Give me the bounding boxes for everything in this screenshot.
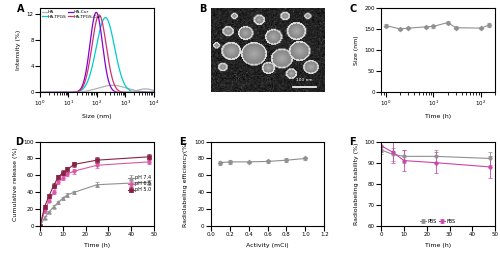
HA-TPGS	[37, 91, 43, 94]
Line: HA-TPGS: HA-TPGS	[40, 18, 154, 93]
HA-Cur	[93, 11, 99, 14]
HA-TPGS-Cur	[148, 91, 154, 94]
HA-TPGS-Cur	[50, 91, 56, 94]
HA	[136, 90, 142, 93]
Text: 100 nm: 100 nm	[296, 78, 312, 82]
Text: E: E	[179, 137, 186, 147]
HA-TPGS	[102, 16, 108, 19]
HA-TPGS-Cur	[86, 65, 91, 68]
HA	[110, 84, 116, 87]
X-axis label: Time (h): Time (h)	[425, 114, 451, 119]
HA-TPGS-Cur	[56, 91, 62, 94]
Legend: pH 7.4, pH 6.5, pH 5.0: pH 7.4, pH 6.5, pH 5.0	[128, 176, 152, 192]
Legend: PBS, FBS: PBS, FBS	[420, 219, 456, 224]
HA	[50, 91, 56, 94]
HA	[37, 91, 43, 94]
Y-axis label: Intensity (%): Intensity (%)	[16, 30, 21, 70]
HA-TPGS	[136, 91, 142, 94]
HA-Cur	[86, 53, 91, 56]
X-axis label: Size (nm): Size (nm)	[82, 114, 112, 119]
Text: C: C	[350, 4, 356, 14]
HA-Cur	[80, 80, 86, 83]
HA	[148, 91, 154, 94]
HA-TPGS-Cur	[96, 14, 102, 17]
X-axis label: Activity (mCi): Activity (mCi)	[246, 243, 289, 248]
HA	[80, 90, 86, 93]
HA-Cur	[151, 91, 157, 94]
HA-TPGS-Cur	[80, 84, 86, 87]
HA-Cur	[136, 91, 142, 94]
Text: D: D	[15, 137, 23, 147]
Y-axis label: Cumulative release (%): Cumulative release (%)	[12, 147, 18, 221]
HA-Cur	[148, 91, 154, 94]
HA-TPGS	[50, 91, 56, 94]
HA	[151, 91, 157, 94]
Text: B: B	[199, 4, 206, 14]
HA	[56, 91, 62, 94]
Text: F: F	[350, 137, 356, 147]
Line: HA-Cur: HA-Cur	[40, 12, 154, 93]
HA-Cur	[50, 91, 56, 94]
HA-TPGS-Cur	[136, 91, 142, 94]
HA-TPGS	[151, 91, 157, 94]
HA-Cur	[56, 91, 62, 94]
HA-TPGS	[80, 87, 86, 90]
X-axis label: Time (h): Time (h)	[84, 243, 110, 248]
HA	[86, 89, 91, 92]
Y-axis label: Radiolabeling stability (%): Radiolabeling stability (%)	[354, 143, 359, 225]
X-axis label: Time (h): Time (h)	[425, 243, 451, 248]
Text: A: A	[17, 4, 25, 14]
HA-TPGS-Cur	[37, 91, 43, 94]
Y-axis label: Size (nm): Size (nm)	[354, 35, 359, 65]
HA-TPGS	[148, 91, 154, 94]
HA-TPGS	[86, 77, 91, 81]
HA-Cur	[37, 91, 43, 94]
Legend: HA, HA-TPGS, HA-Cur, HA-TPGS-Cur: HA, HA-TPGS, HA-Cur, HA-TPGS-Cur	[42, 10, 102, 19]
Line: HA: HA	[40, 85, 154, 93]
HA-TPGS	[56, 91, 62, 94]
HA-TPGS-Cur	[151, 91, 157, 94]
Line: HA-TPGS-Cur: HA-TPGS-Cur	[40, 15, 154, 93]
Y-axis label: Radiolabeling efficiency(%): Radiolabeling efficiency(%)	[184, 141, 188, 227]
